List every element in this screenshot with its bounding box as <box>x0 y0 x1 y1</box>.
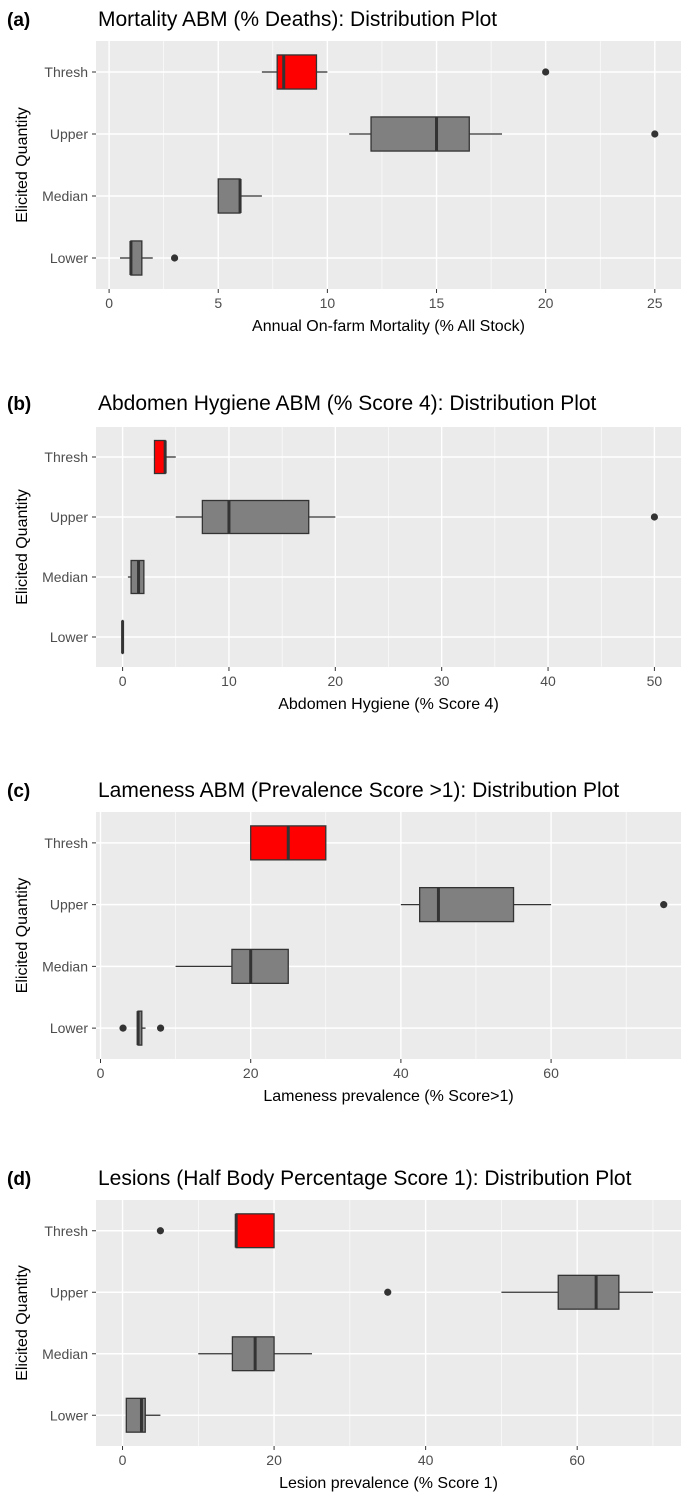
y-tick-label: Median <box>42 569 88 585</box>
plot-background <box>96 1200 681 1446</box>
outlier-point <box>660 901 668 909</box>
outlier-point <box>119 1024 127 1032</box>
chart-title: Lesions (Half Body Percentage Score 1): … <box>98 1167 632 1190</box>
x-tick-label: 40 <box>540 673 556 689</box>
panel-label: (b) <box>7 394 31 415</box>
outlier-point <box>170 254 179 262</box>
box-body <box>235 1213 275 1249</box>
x-tick-label: 0 <box>119 1452 127 1468</box>
outlier-point <box>651 130 659 138</box>
x-tick-label: 15 <box>429 295 445 311</box>
x-tick-label: 0 <box>105 295 113 311</box>
y-tick-label: Lower <box>50 629 88 645</box>
x-tick-label: 20 <box>266 1452 282 1468</box>
box-body <box>231 1336 275 1372</box>
box-thresh <box>250 825 327 861</box>
chart-panel-3: (d) Lesions (Half Body Percentage Score 1… <box>7 1167 681 1492</box>
box-thresh <box>261 54 550 90</box>
box-upper <box>384 1274 653 1310</box>
x-tick-label: 40 <box>418 1452 434 1468</box>
box-upper <box>175 499 659 535</box>
x-tick-label: 10 <box>221 673 237 689</box>
x-tick-label: 5 <box>214 295 222 311</box>
box-thresh <box>156 1213 275 1249</box>
box-body <box>217 178 241 214</box>
panel-label: (c) <box>7 781 30 802</box>
x-tick-label: 25 <box>647 295 663 311</box>
y-tick-label: Thresh <box>44 64 88 80</box>
box-body <box>419 886 515 923</box>
x-tick-label: 60 <box>569 1452 585 1468</box>
y-tick-label: Upper <box>50 126 88 142</box>
outlier-point <box>650 513 659 521</box>
x-tick-label: 30 <box>434 673 450 689</box>
x-tick-label: 50 <box>647 673 663 689</box>
y-tick-label: Lower <box>50 1407 88 1423</box>
box-body <box>201 499 310 535</box>
panel-label: (a) <box>7 10 30 31</box>
box-body <box>370 116 470 152</box>
box-upper <box>400 886 668 923</box>
chart-title: Lameness ABM (Prevalence Score >1): Dist… <box>98 779 619 802</box>
y-axis-label: Elicited Quantity <box>14 107 31 223</box>
box-thresh <box>153 439 176 475</box>
box-median <box>175 948 289 985</box>
plot-background <box>96 812 681 1059</box>
chart-title: Mortality ABM (% Deaths): Distribution P… <box>98 8 497 31</box>
outlier-point <box>384 1288 392 1296</box>
x-tick-label: 10 <box>320 295 336 311</box>
y-tick-label: Thresh <box>44 449 88 465</box>
x-axis-label: Lameness prevalence (% Score>1) <box>263 1088 513 1105</box>
chart-panel-0: (a) Mortality ABM (% Deaths): Distributio… <box>7 8 681 335</box>
x-axis-label: Abdomen Hygiene (% Score 4) <box>278 696 499 713</box>
y-axis-label: Elicited Quantity <box>14 1265 31 1381</box>
y-tick-label: Median <box>42 958 88 974</box>
outlier-point <box>542 68 550 76</box>
y-tick-label: Thresh <box>44 835 88 851</box>
box-lower <box>120 240 179 276</box>
chart-title: Abdomen Hygiene ABM (% Score 4): Distrib… <box>98 392 597 415</box>
y-tick-label: Median <box>42 188 88 204</box>
outlier-point <box>156 1024 165 1032</box>
chart-panel-1: (b) Abdomen Hygiene ABM (% Score 4): Dist… <box>7 392 681 713</box>
panel-label: (d) <box>7 1169 31 1190</box>
box-median <box>217 178 262 214</box>
y-tick-label: Upper <box>50 1284 88 1300</box>
y-tick-label: Upper <box>50 897 88 913</box>
y-tick-label: Thresh <box>44 1223 88 1239</box>
box-median <box>127 559 145 595</box>
y-axis-label: Elicited Quantity <box>14 878 31 994</box>
x-tick-label: 20 <box>243 1065 259 1081</box>
outlier-point <box>156 1227 165 1235</box>
x-axis-label: Annual On-farm Mortality (% All Stock) <box>252 318 525 335</box>
box-lower <box>119 1010 165 1046</box>
y-tick-label: Lower <box>50 1020 88 1036</box>
box-lower <box>125 1397 161 1433</box>
y-tick-label: Median <box>42 1346 88 1362</box>
x-tick-label: 60 <box>543 1065 559 1081</box>
y-axis-label: Elicited Quantity <box>14 489 31 605</box>
box-body <box>231 948 289 985</box>
box-median <box>198 1336 312 1372</box>
plot-background <box>96 41 681 289</box>
x-tick-label: 20 <box>538 295 554 311</box>
x-tick-label: 20 <box>328 673 344 689</box>
x-tick-label: 0 <box>119 673 127 689</box>
chart-panel-2: (c) Lameness ABM (Prevalence Score >1): D… <box>7 779 681 1105</box>
x-axis-label: Lesion prevalence (% Score 1) <box>279 1475 498 1492</box>
box-upper <box>349 116 659 152</box>
box-body <box>130 240 143 276</box>
box-body <box>557 1274 620 1310</box>
box-body <box>153 439 166 475</box>
x-tick-label: 0 <box>97 1065 105 1081</box>
y-tick-label: Upper <box>50 509 88 525</box>
y-tick-label: Lower <box>50 250 88 266</box>
x-tick-label: 40 <box>393 1065 409 1081</box>
